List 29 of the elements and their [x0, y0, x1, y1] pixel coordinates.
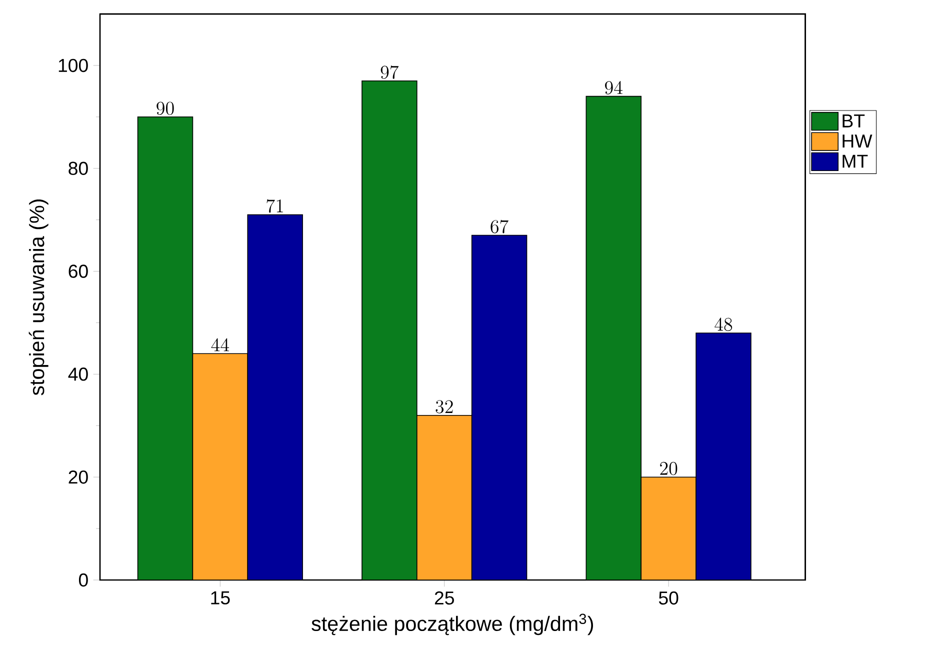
bar — [192, 353, 248, 580]
legend-label: MT — [842, 154, 868, 168]
y-tick-label: 80 — [68, 162, 88, 175]
data-label: 48 — [714, 318, 732, 332]
bar — [247, 214, 303, 580]
y-tick-label: 0 — [78, 573, 88, 587]
bar — [696, 332, 752, 580]
data-label: 71 — [266, 199, 283, 213]
data-label: 94 — [605, 80, 622, 94]
data-label: 20 — [660, 462, 678, 476]
x-tick-label: 25 — [434, 591, 454, 605]
legend-label: HW — [842, 134, 872, 148]
x-axis-title: stężenie początkowe (mg/dm$^{3}$) — [312, 614, 594, 636]
bar — [640, 476, 696, 580]
y-tick-label: 40 — [68, 368, 88, 381]
x-tick-label: 50 — [658, 591, 678, 605]
legend-label: BT — [842, 114, 865, 128]
y-tick-label: 60 — [68, 264, 88, 278]
x-tick-label: 15 — [211, 591, 230, 604]
bar — [471, 234, 528, 580]
data-label: 32 — [436, 400, 453, 414]
y-axis-title: stopień usuwania (%) — [28, 200, 48, 396]
data-label: 44 — [211, 338, 230, 352]
y-tick-label: 20 — [68, 470, 88, 484]
y-tick-label: 100 — [58, 58, 88, 72]
data-label: 67 — [490, 220, 508, 234]
data-label: 97 — [380, 66, 399, 79]
bar — [416, 414, 472, 580]
data-label: 90 — [156, 102, 174, 115]
